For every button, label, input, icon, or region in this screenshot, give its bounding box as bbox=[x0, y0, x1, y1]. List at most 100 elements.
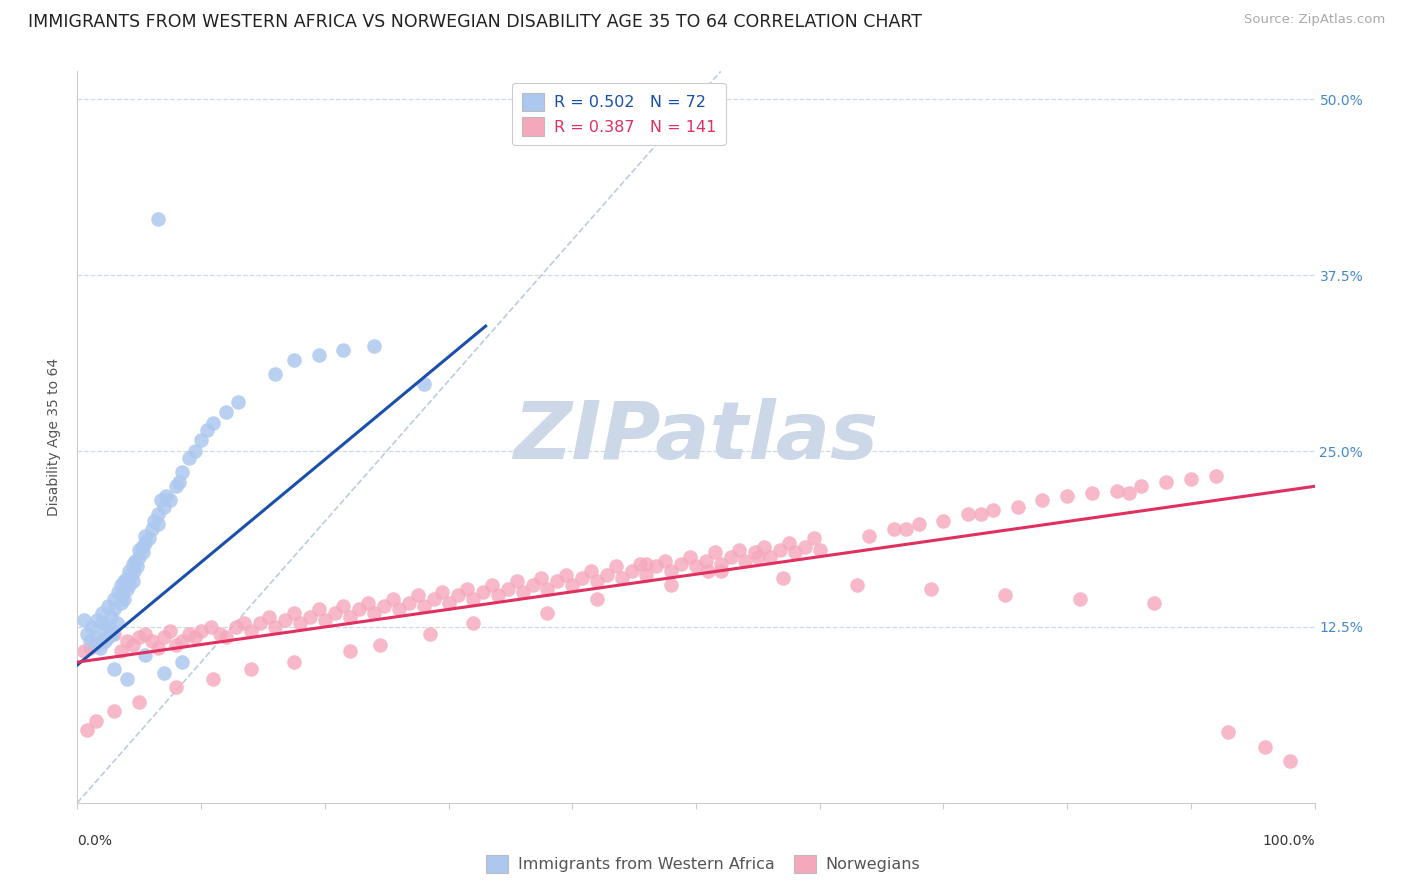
Point bbox=[530, 571, 553, 585]
Point bbox=[981, 503, 1004, 517]
Point bbox=[150, 493, 173, 508]
Point bbox=[111, 588, 134, 602]
Point bbox=[72, 644, 94, 658]
Point bbox=[128, 549, 150, 564]
Point bbox=[110, 578, 132, 592]
Point bbox=[141, 521, 163, 535]
Point bbox=[339, 644, 361, 658]
Point bbox=[571, 571, 593, 585]
Point bbox=[610, 571, 633, 585]
Point bbox=[957, 508, 980, 522]
Point bbox=[907, 517, 929, 532]
Point bbox=[143, 515, 166, 529]
Point bbox=[463, 591, 485, 606]
Point bbox=[132, 545, 155, 559]
Point bbox=[122, 557, 145, 571]
Point bbox=[561, 578, 583, 592]
Point bbox=[628, 557, 651, 571]
Point bbox=[239, 624, 262, 639]
Point bbox=[134, 627, 156, 641]
Point bbox=[120, 568, 142, 582]
Point bbox=[1154, 475, 1177, 489]
Point bbox=[264, 620, 287, 634]
Point bbox=[153, 630, 176, 644]
Point bbox=[793, 540, 815, 554]
Point bbox=[349, 601, 371, 615]
Point bbox=[153, 666, 176, 681]
Point bbox=[463, 615, 485, 630]
Point bbox=[505, 574, 527, 588]
Point bbox=[412, 376, 434, 391]
Point bbox=[215, 405, 238, 419]
Point bbox=[112, 591, 135, 606]
Point bbox=[107, 584, 129, 599]
Point bbox=[710, 564, 733, 578]
Point bbox=[357, 596, 380, 610]
Point bbox=[412, 599, 434, 613]
Point bbox=[165, 638, 187, 652]
Point bbox=[177, 451, 200, 466]
Point bbox=[122, 574, 145, 588]
Point bbox=[177, 627, 200, 641]
Point bbox=[184, 630, 207, 644]
Point bbox=[184, 444, 207, 458]
Point bbox=[370, 638, 392, 652]
Point bbox=[155, 489, 177, 503]
Point bbox=[512, 584, 534, 599]
Point bbox=[128, 630, 150, 644]
Point bbox=[249, 615, 271, 630]
Point bbox=[103, 662, 125, 676]
Point bbox=[91, 606, 114, 620]
Point bbox=[239, 662, 262, 676]
Point bbox=[118, 578, 141, 592]
Point bbox=[636, 557, 658, 571]
Point bbox=[1216, 725, 1239, 739]
Text: Source: ZipAtlas.com: Source: ZipAtlas.com bbox=[1244, 13, 1385, 27]
Point bbox=[778, 535, 800, 549]
Point bbox=[82, 620, 104, 634]
Legend: R = 0.502   N = 72, R = 0.387   N = 141: R = 0.502 N = 72, R = 0.387 N = 141 bbox=[512, 83, 725, 145]
Point bbox=[536, 582, 558, 596]
Point bbox=[1205, 469, 1227, 483]
Point bbox=[274, 613, 297, 627]
Point bbox=[72, 613, 94, 627]
Point bbox=[728, 542, 751, 557]
Point bbox=[141, 634, 163, 648]
Point bbox=[398, 596, 420, 610]
Point bbox=[1069, 591, 1091, 606]
Point bbox=[128, 694, 150, 708]
Point bbox=[339, 610, 361, 624]
Point bbox=[165, 681, 187, 695]
Point bbox=[308, 349, 330, 363]
Point bbox=[86, 613, 108, 627]
Point bbox=[419, 627, 441, 641]
Point bbox=[131, 540, 153, 554]
Point bbox=[659, 578, 682, 592]
Point bbox=[146, 641, 169, 656]
Point bbox=[146, 508, 169, 522]
Point bbox=[103, 627, 125, 641]
Point bbox=[596, 568, 619, 582]
Point bbox=[91, 634, 114, 648]
Point bbox=[84, 638, 107, 652]
Point bbox=[363, 606, 385, 620]
Point bbox=[679, 549, 702, 564]
Point bbox=[920, 582, 942, 596]
Point bbox=[98, 618, 121, 632]
Point bbox=[969, 508, 991, 522]
Point bbox=[896, 521, 918, 535]
Point bbox=[363, 339, 385, 353]
Point bbox=[153, 500, 176, 515]
Point bbox=[115, 672, 138, 686]
Point bbox=[233, 615, 256, 630]
Point bbox=[202, 672, 225, 686]
Point bbox=[1056, 489, 1078, 503]
Point bbox=[522, 578, 544, 592]
Point bbox=[1081, 486, 1104, 500]
Point bbox=[146, 517, 169, 532]
Point bbox=[138, 532, 160, 546]
Point bbox=[200, 620, 222, 634]
Point bbox=[172, 655, 194, 669]
Point bbox=[555, 568, 578, 582]
Point bbox=[79, 641, 101, 656]
